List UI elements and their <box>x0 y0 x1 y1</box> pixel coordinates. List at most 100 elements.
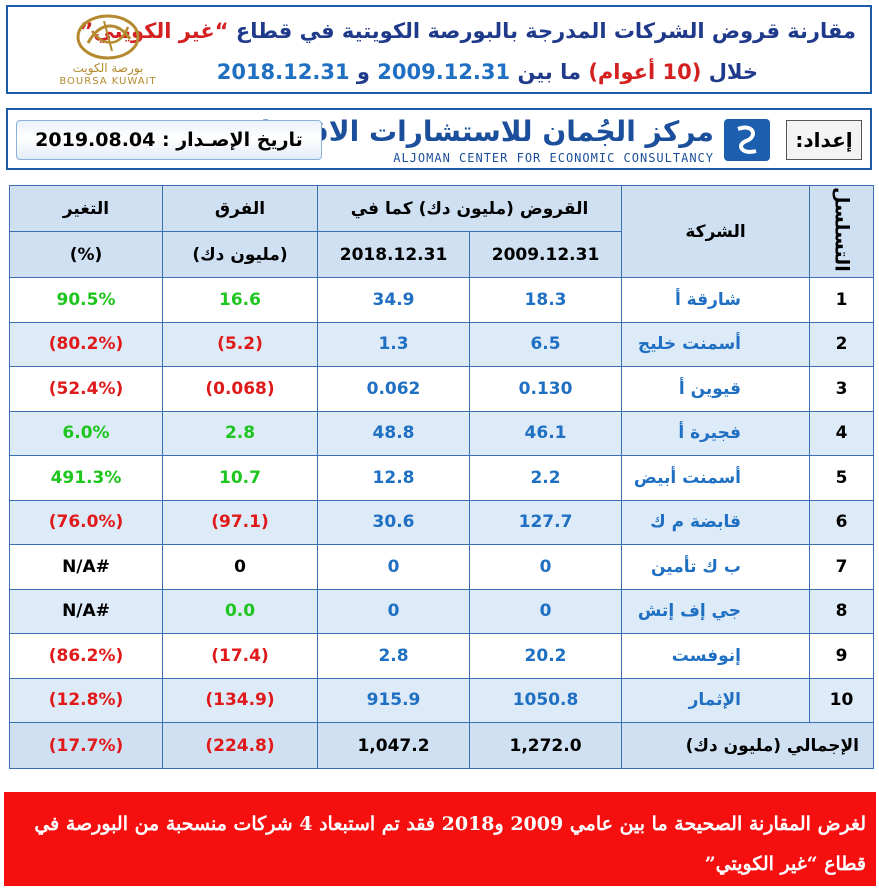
company-cell: جي إف إتش <box>621 588 811 634</box>
title-date2: 2018.12.31 <box>216 60 350 84</box>
issue-date-label: تاريخ الإصـدار : <box>162 129 303 151</box>
serial-cell: 4 <box>809 410 875 456</box>
serial-cell: 6 <box>809 499 875 545</box>
loans-2018-cell: 2.8 <box>316 633 471 679</box>
company-header: الشركة <box>621 185 811 278</box>
serial-header: التسلسل <box>809 185 875 278</box>
total-2009: 1,272.0 <box>469 722 623 769</box>
serial-cell: 7 <box>809 544 875 590</box>
total-change: (17.7%) <box>9 722 163 769</box>
diff-cell: (0.068) <box>162 366 318 412</box>
serial-cell: 10 <box>809 677 875 723</box>
company-cell: أسمنت خليج <box>621 321 811 367</box>
loans-2009-cell: 127.7 <box>469 499 623 545</box>
loans-comparison-table: التسلسل الشركة القروض (مليون دك) كما في … <box>9 185 875 769</box>
loans-2009-cell: 20.2 <box>469 633 623 679</box>
loans-group-header: القروض (مليون دك) كما في <box>316 185 623 232</box>
loans-2018-cell: 12.8 <box>316 455 471 501</box>
table-body: 1 شارقة أ 18.3 34.9 16.6 90.5% 2 أسمنت خليج 6.5 1… <box>9 277 875 723</box>
loans-2009-cell: 6.5 <box>469 321 623 367</box>
loans-2009-cell: 46.1 <box>469 410 623 456</box>
diff-cell: 2.8 <box>162 410 318 456</box>
table-row: 4 فجيرة أ 46.1 48.8 2.8 6.0% <box>9 410 875 456</box>
company-cell: إنوفست <box>621 633 811 679</box>
report-title-line2: خلال (10 أعوام) ما بين 2009.12.31 و 2018… <box>217 60 758 84</box>
loans-2018-cell: 0.062 <box>316 366 471 412</box>
loans-2009-cell: 18.3 <box>469 277 623 323</box>
diff-header: الفرق <box>162 185 318 232</box>
diff-cell: 0.0 <box>162 588 318 634</box>
change-cell: (12.8%) <box>9 677 163 723</box>
title-period-prefix: خلال <box>708 60 758 84</box>
diff-cell: (97.1) <box>162 499 318 545</box>
table-row: 5 أسمنت أبيض 2.2 12.8 10.7 491.3% <box>9 455 875 501</box>
title-period: (10 أعوام) <box>588 60 702 84</box>
preparer-banner: إعداد: مركز الجُمان للاستشارات الاقتصادي… <box>6 108 872 170</box>
serial-cell: 8 <box>809 588 875 634</box>
aljoman-emblem-icon <box>724 119 770 161</box>
loans-2009-cell: 0 <box>469 544 623 590</box>
loans-2009-cell: 0.130 <box>469 366 623 412</box>
loans-2009-cell: 2.2 <box>469 455 623 501</box>
table-row: 2 أسمنت خليج 6.5 1.3 (5.2) (80.2%) <box>9 321 875 367</box>
boursa-english-name: BOURSA KUWAIT <box>59 76 157 87</box>
company-cell: ب ك تأمين <box>621 544 811 590</box>
loans-2018-cell: 34.9 <box>316 277 471 323</box>
company-cell: الإثمار <box>621 677 811 723</box>
issue-date-value: 2019.08.04 <box>35 129 156 151</box>
serial-cell: 3 <box>809 366 875 412</box>
change-cell: 90.5% <box>9 277 163 323</box>
change-cell: #N/A <box>9 588 163 634</box>
aljoman-english-name: ALJOMAN CENTER FOR ECONOMIC CONSULTANCY <box>393 151 714 165</box>
table-row: 8 جي إف إتش 0 0 0.0 #N/A <box>9 588 875 634</box>
serial-cell: 2 <box>809 321 875 367</box>
table-subheader-row: 2009.12.31 2018.12.31 (مليون دك) (%) <box>9 231 874 278</box>
change-cell: (86.2%) <box>9 633 163 679</box>
diff-cell: (134.9) <box>162 677 318 723</box>
change-header: التغير <box>9 185 163 232</box>
company-cell: أسمنت أبيض <box>621 455 811 501</box>
change-cell: #N/A <box>9 544 163 590</box>
diff-cell: 0 <box>162 544 318 590</box>
diff-cell: (5.2) <box>162 321 318 367</box>
boursa-arabic-name: بورصة الكويت <box>72 61 144 75</box>
title-and: و <box>356 60 370 84</box>
total-diff: (224.8) <box>162 722 318 769</box>
loans-2018-cell: 0 <box>316 544 471 590</box>
serial-cell: 5 <box>809 455 875 501</box>
change-cell: 491.3% <box>9 455 163 501</box>
table-header-row: التسلسل الشركة القروض (مليون دك) كما في … <box>9 185 875 278</box>
title-between: ما بين <box>517 60 581 84</box>
table-row: 10 الإثمار 1050.8 915.9 (134.9) (12.8%) <box>9 677 875 723</box>
aljoman-center-logo: مركز الجُمان للاستشارات الاقتصادية ALJOM… <box>219 113 778 167</box>
change-unit-header: (%) <box>9 231 163 278</box>
issue-date-box: تاريخ الإصـدار : 2019.08.04 <box>16 120 322 160</box>
loans-2018-cell: 0 <box>316 588 471 634</box>
diff-cell: 10.7 <box>162 455 318 501</box>
serial-cell: 1 <box>809 277 875 323</box>
change-cell: 6.0% <box>9 410 163 456</box>
table-row: 1 شارقة أ 18.3 34.9 16.6 90.5% <box>9 277 875 323</box>
change-cell: (76.0%) <box>9 499 163 545</box>
loans-2018-cell: 915.9 <box>316 677 471 723</box>
exclusion-note: لغرض المقارنة الصحيحة ما بين عامي 2009 و… <box>4 792 876 886</box>
total-label: الإجمالي (مليون دك) <box>621 722 875 769</box>
table-row: 3 قيوين أ 0.130 0.062 (0.068) (52.4%) <box>9 366 875 412</box>
title-main-text: مقارنة قروض الشركات المدرجة بالبورصة الك… <box>235 19 856 43</box>
diff-cell: (17.4) <box>162 633 318 679</box>
loans-2018-cell: 30.6 <box>316 499 471 545</box>
table-row: 6 قابضة م ك 127.7 30.6 (97.1) (76.0%) <box>9 499 875 545</box>
loans-2009-cell: 1050.8 <box>469 677 623 723</box>
report-title-box: مقارنة قروض الشركات المدرجة بالبورصة الك… <box>6 5 872 94</box>
company-cell: قيوين أ <box>621 366 811 412</box>
boursa-kuwait-logo: بورصة الكويت BOURSA KUWAIT <box>48 11 168 91</box>
bourse-emblem-icon <box>76 14 140 60</box>
prepared-by-label: إعداد: <box>786 120 862 160</box>
report-title-line1: مقارنة قروض الشركات المدرجة بالبورصة الك… <box>79 19 856 43</box>
change-cell: (80.2%) <box>9 321 163 367</box>
date1-header: 2009.12.31 <box>469 231 623 278</box>
loans-2009-cell: 0 <box>469 588 623 634</box>
total-2018: 1,047.2 <box>316 722 471 769</box>
company-cell: شارقة أ <box>621 277 811 323</box>
